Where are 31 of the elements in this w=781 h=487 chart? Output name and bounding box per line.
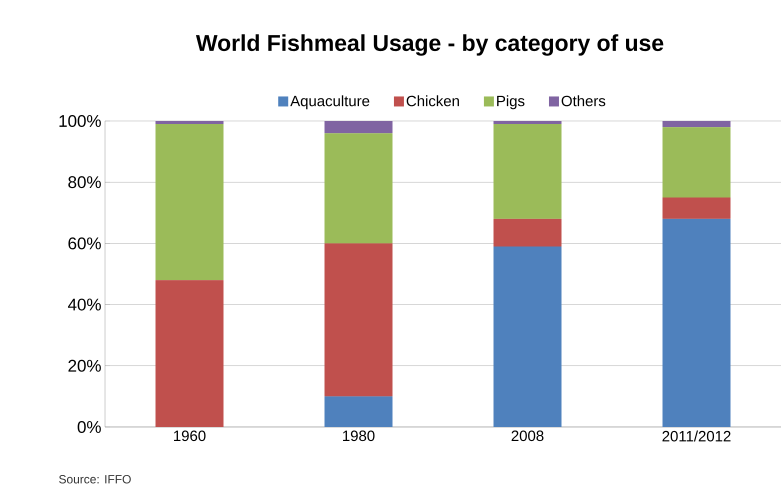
legend-label: Aquaculture (290, 95, 370, 110)
chart-title: World Fishmeal Usage - by category of use (196, 34, 664, 56)
bar (494, 218, 562, 246)
bar (156, 280, 224, 427)
bar (494, 124, 562, 219)
bar (662, 218, 731, 427)
source-note: Source: IFFO (59, 475, 131, 484)
y-tick-label: 0% (78, 420, 101, 433)
bar (156, 120, 224, 124)
legend-label: Pigs (497, 95, 524, 110)
y-tick-label: 40% (68, 298, 101, 311)
bar (324, 133, 393, 244)
bar (324, 120, 393, 134)
legend-label: Others (562, 95, 606, 106)
y-tick-label: 60% (68, 237, 101, 250)
bar (156, 124, 224, 280)
bar (324, 243, 393, 396)
x-tick-label: 2008 (512, 430, 544, 442)
y-tick-label: 80% (68, 176, 101, 188)
bar (494, 246, 562, 427)
bar (662, 127, 731, 198)
y-tick-label: 20% (68, 360, 101, 372)
x-tick-label: 1960 (174, 430, 206, 442)
x-tick-label: 1980 (343, 430, 375, 442)
bar (494, 120, 562, 124)
bar (662, 120, 731, 128)
y-tick-label: 100% (59, 114, 101, 127)
bar (662, 197, 731, 219)
legend-label: Chicken (406, 95, 459, 106)
x-tick-label: 2011/2012 (662, 430, 731, 442)
bar (324, 396, 393, 427)
